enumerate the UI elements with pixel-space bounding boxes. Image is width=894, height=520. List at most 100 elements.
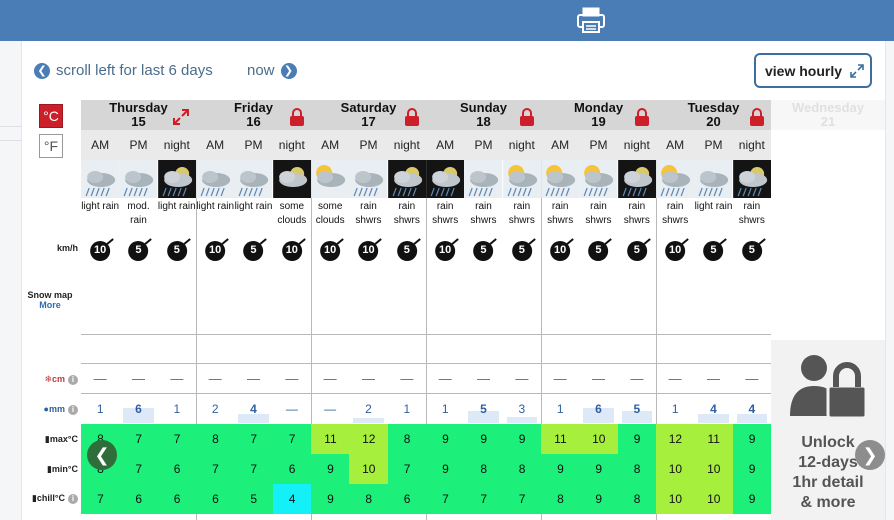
unlock-line: & more <box>800 494 856 511</box>
sun-shower-icon <box>541 160 580 198</box>
wind-speed: 10 <box>439 244 452 256</box>
rain-value: 4 <box>748 402 756 416</box>
night-cloud-icon <box>272 160 311 198</box>
expand-icon <box>850 63 864 78</box>
wind-speed: 5 <box>403 244 410 256</box>
locked-day-date: 21 <box>820 114 836 129</box>
chill-temp-cell: 6 <box>119 484 159 514</box>
chill-temp-cell: 5 <box>234 484 274 514</box>
period-label: night <box>617 130 656 160</box>
chevron-left-icon: ❮ <box>34 62 50 79</box>
snow-map-more-link[interactable]: More <box>39 300 61 310</box>
weather-description: light rain <box>157 201 196 212</box>
wind-arrow-icon: 5 <box>464 236 502 266</box>
scroll-left-arrow[interactable]: ❮ <box>87 440 117 470</box>
max-temp-cell: 12 <box>349 424 389 454</box>
chill-temp-text: chill°C <box>36 493 65 503</box>
rain-bar <box>468 411 499 423</box>
max-temp-cell: 7 <box>157 424 197 454</box>
scroll-right-arrow[interactable]: ❯ <box>855 440 885 470</box>
wind-arrow-icon: 5 <box>733 236 771 266</box>
wind-arrow-icon: 10 <box>273 236 311 266</box>
wind-arrow-icon: 10 <box>541 236 579 266</box>
lock-icon[interactable] <box>749 108 765 126</box>
unlock-line: Unlock <box>801 434 855 451</box>
day-date: 19 <box>591 114 606 129</box>
thermometer-icon: ▮ <box>44 434 50 444</box>
lock-icon[interactable] <box>519 108 535 126</box>
rain-mm-text: mm <box>48 404 65 414</box>
rain-icon <box>694 160 733 198</box>
chill-temp-cell: 6 <box>196 484 235 514</box>
top-bar <box>0 0 894 41</box>
info-icon[interactable]: i <box>68 374 78 385</box>
max-temp-cell: 8 <box>387 424 427 454</box>
min-temp-cell: 6 <box>157 454 197 484</box>
wind-arrow-icon: 5 <box>618 236 656 266</box>
lock-icon[interactable] <box>634 108 650 126</box>
wind-arrow-icon: 10 <box>311 236 349 266</box>
snow-value: — <box>438 370 452 386</box>
print-icon[interactable] <box>576 6 606 34</box>
day-divider <box>311 100 312 520</box>
chill-temp-cell: 4 <box>272 484 312 514</box>
info-icon[interactable]: i <box>68 493 78 504</box>
unlock-text[interactable]: Unlock 12-days 1hr detail & more <box>771 433 885 513</box>
chill-temp-cell: 8 <box>349 484 389 514</box>
weather-description: rain shwrs <box>470 201 497 226</box>
snow-value: — <box>361 370 375 386</box>
period-label: PM <box>234 130 273 160</box>
lock-icon[interactable] <box>289 108 305 126</box>
min-temp-cell: 10 <box>694 454 734 484</box>
max-temp-label: ▮max°C <box>45 434 78 445</box>
period-label: AM <box>81 130 120 160</box>
max-temp-cell: 12 <box>656 424 695 454</box>
day-name: Thursday <box>109 100 168 115</box>
celsius-toggle[interactable]: °C <box>39 104 63 128</box>
period-label: night <box>732 130 771 160</box>
now-link[interactable]: now ❯ <box>247 62 297 79</box>
day-header[interactable]: Saturday 17 <box>311 100 426 130</box>
min-temp-label: ▮min°C <box>47 464 78 475</box>
expand-icon[interactable] <box>172 108 190 126</box>
wind-arrow-icon: 5 <box>694 236 732 266</box>
sun-shower-icon <box>656 160 695 198</box>
snow-map-text: Snow map <box>27 290 73 300</box>
wind-speed: 10 <box>324 244 337 256</box>
wind-speed: 5 <box>480 244 487 256</box>
snow-value: — <box>476 370 490 386</box>
day-date: 18 <box>476 114 491 129</box>
min-temp-cell: 6 <box>272 454 312 484</box>
fahrenheit-toggle[interactable]: °F <box>39 134 63 158</box>
chill-temp-cell: 7 <box>81 484 120 514</box>
view-hourly-label: view hourly <box>765 62 843 79</box>
wind-arrow-icon: 10 <box>656 236 694 266</box>
rain-value: 4 <box>710 402 717 416</box>
unlock-line: 1hr detail <box>792 474 864 491</box>
view-hourly-button[interactable]: view hourly <box>754 53 872 88</box>
min-temp-cell: 7 <box>387 454 427 484</box>
night-shower-icon <box>387 160 426 198</box>
max-temp-cell: 7 <box>272 424 312 454</box>
wind-speed: 10 <box>94 244 107 256</box>
period-label: PM <box>349 130 388 160</box>
sun-shower-icon <box>502 160 541 198</box>
scroll-left-link[interactable]: ❮ scroll left for last 6 days <box>34 62 213 79</box>
day-divider <box>196 100 197 520</box>
rain-value: — <box>285 402 298 416</box>
info-icon[interactable]: i <box>68 404 78 415</box>
wind-speed: 10 <box>209 244 222 256</box>
weather-description: rain shwrs <box>432 201 459 226</box>
wind-arrow-icon: 5 <box>579 236 617 266</box>
snow-cm-text: cm <box>51 374 65 384</box>
unlock-panel[interactable] <box>771 340 885 520</box>
weather-description: rain shwrs <box>738 201 765 226</box>
rain-value: 6 <box>595 402 602 416</box>
weather-description: rain shwrs <box>355 201 382 226</box>
lock-icon[interactable] <box>404 108 420 126</box>
wind-arrow-icon: 10 <box>426 236 464 266</box>
chill-temp-cell: 8 <box>541 484 580 514</box>
rain-bar <box>123 408 154 423</box>
right-scroll-edge <box>885 41 894 520</box>
